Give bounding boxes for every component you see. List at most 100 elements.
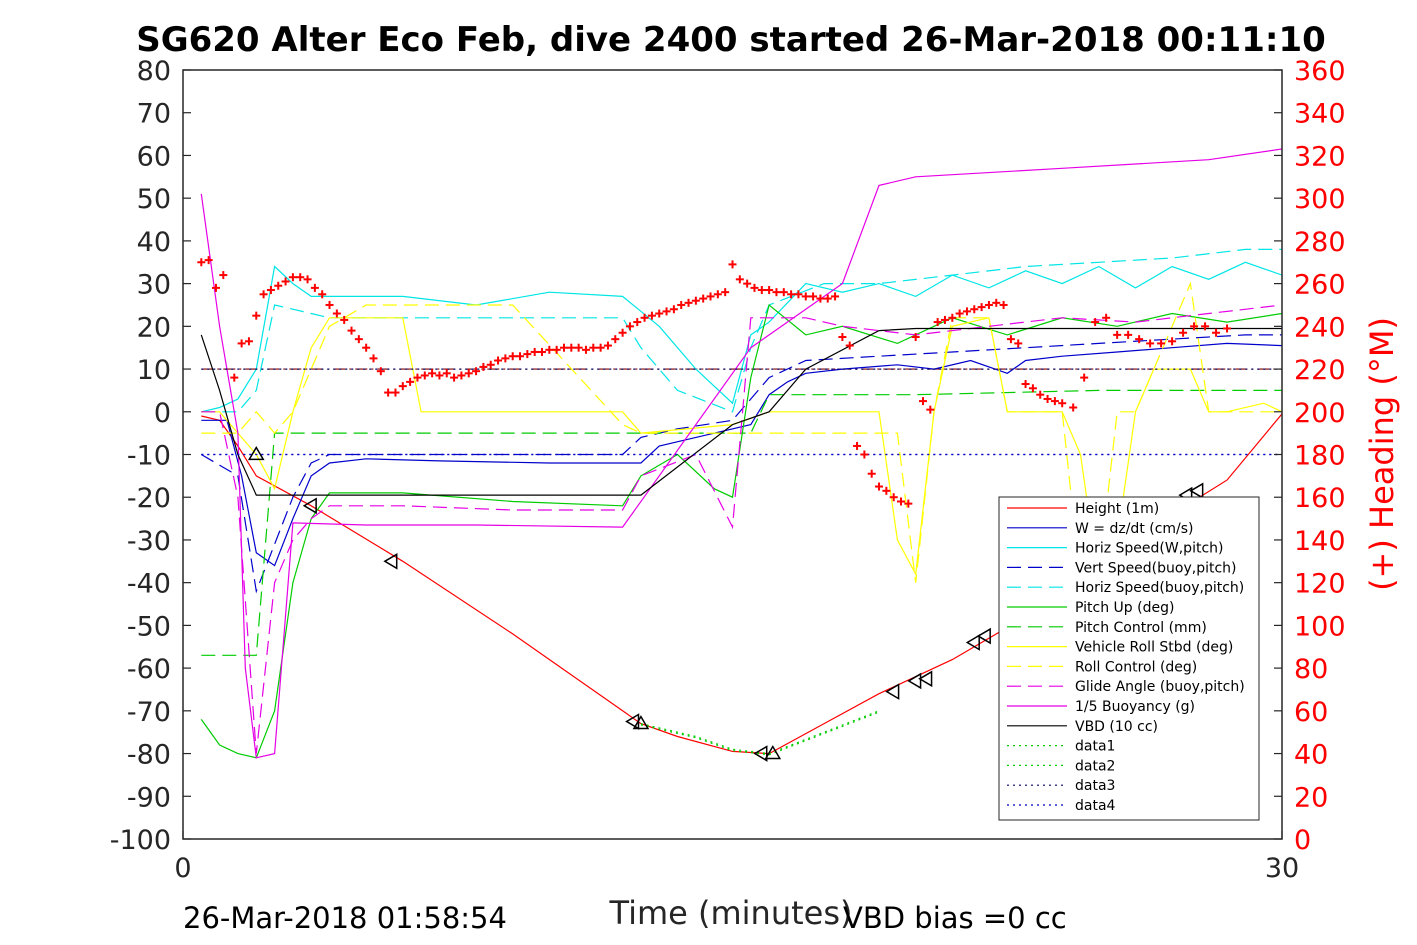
legend-entry: W = dz/dt (cm/s) — [1007, 521, 1194, 537]
heading-point — [970, 305, 979, 314]
heading-point — [962, 307, 971, 316]
heading-point — [926, 405, 935, 414]
y2-tick-label: 320 — [1294, 141, 1346, 172]
heading-point — [860, 450, 869, 459]
heading-point — [347, 326, 356, 335]
y-tick-label: 10 — [137, 355, 171, 386]
heading-point — [677, 300, 686, 309]
series-line-4 — [201, 248, 1282, 413]
heading-point — [479, 362, 488, 371]
y-tick-label: -70 — [127, 697, 171, 728]
heading-point — [508, 352, 517, 361]
legend-label: data3 — [1075, 778, 1115, 794]
y-tick-label: 20 — [137, 312, 171, 343]
heading-point — [523, 350, 532, 359]
heading-point — [472, 367, 481, 376]
heading-point — [706, 292, 715, 301]
heading-point — [875, 482, 884, 491]
legend-entry: Glide Angle (buoy,pitch) — [1007, 679, 1245, 695]
legend-entry: 1/5 Buoyancy (g) — [1007, 699, 1195, 715]
series-line-11 — [200, 327, 1282, 496]
heading-point — [977, 303, 986, 312]
y-tick-label: -50 — [127, 611, 171, 642]
y2-tick-label: 60 — [1294, 697, 1328, 728]
series-line-1 — [201, 342, 1282, 567]
heading-point — [787, 290, 796, 299]
legend-entry: Pitch Up (deg) — [1007, 600, 1174, 616]
legend-label: VBD (10 cc) — [1075, 719, 1158, 735]
heading-point — [596, 343, 605, 352]
heading-point — [1102, 313, 1111, 322]
triangle-left-marker — [907, 672, 922, 690]
series-line-9 — [201, 304, 1282, 754]
heading-point — [1212, 328, 1221, 337]
y2-axis-label: (+) Heading (°M) — [1363, 317, 1401, 591]
heading-point — [721, 288, 730, 297]
triangle-left-marker — [965, 634, 980, 651]
heading-point — [772, 288, 781, 297]
heading-point — [897, 497, 906, 506]
heading-point — [1201, 322, 1210, 331]
y-tick-label: 30 — [137, 270, 171, 301]
legend-label: data1 — [1075, 739, 1115, 755]
y2-tick-label: 200 — [1294, 398, 1346, 429]
heading-point — [406, 377, 415, 386]
heading-point — [204, 256, 213, 265]
triangle-left-marker — [976, 627, 991, 645]
y-tick-label: -10 — [127, 441, 171, 472]
heading-point — [757, 286, 766, 295]
heading-point — [486, 360, 495, 369]
heading-point — [494, 356, 503, 365]
heading-point — [728, 260, 737, 269]
legend: Height (1m) W = dz/dt (cm/s) Horiz Speed(W… — [998, 496, 1260, 821]
y-tick-label: -20 — [127, 483, 171, 514]
triangle-up-marker — [764, 745, 782, 760]
heading-point — [376, 367, 385, 376]
chart-title: SG620 Alter Eco Feb, dive 2400 started 2… — [136, 20, 1326, 60]
legend-label: Horiz Speed(buoy,pitch) — [1075, 580, 1244, 596]
heading-point — [559, 343, 568, 352]
legend-entry: data2 — [1007, 758, 1115, 774]
heading-point — [735, 275, 744, 284]
triangle-up-marker — [632, 715, 650, 730]
legend-entry: VBD (10 cc) — [1007, 719, 1158, 735]
heading-point — [838, 333, 847, 342]
legend-entry: Vert Speed(buoy,pitch) — [1007, 560, 1237, 576]
heading-point — [765, 286, 774, 295]
heading-point — [259, 290, 268, 299]
legend-label: data2 — [1075, 758, 1115, 774]
y-axis-right: 3603403203002802602402202001801601401201… — [1294, 56, 1346, 856]
heading-point — [450, 373, 459, 382]
heading-point — [413, 373, 422, 382]
heading-point — [435, 371, 444, 380]
heading-point — [581, 345, 590, 354]
y-tick-label: -80 — [127, 740, 171, 771]
legend-entry: data3 — [1007, 778, 1115, 794]
y2-tick-label: 300 — [1294, 184, 1346, 215]
heading-point — [567, 343, 576, 352]
series-line-7 — [201, 317, 1282, 585]
legend-label: Roll Control (deg) — [1075, 659, 1197, 675]
x-axis-label: Time (minutes) — [609, 894, 853, 932]
y2-tick-label: 100 — [1294, 611, 1346, 642]
legend-entry: data4 — [1007, 798, 1116, 814]
triangle-left-marker — [885, 683, 900, 700]
legend-label: 1/5 Buoyancy (g) — [1075, 699, 1195, 715]
heading-point — [867, 469, 876, 478]
heading-point — [918, 397, 927, 406]
heading-point — [538, 347, 547, 356]
heading-point — [984, 300, 993, 309]
legend-label: Height (1m) — [1075, 501, 1159, 517]
series-line-8 — [201, 281, 1282, 584]
heading-point — [391, 388, 400, 397]
heading-point — [428, 369, 437, 378]
heading-point — [1135, 335, 1144, 344]
heading-layer — [197, 256, 1232, 508]
heading-point — [699, 294, 708, 303]
triangle-left-marker — [1189, 482, 1204, 500]
heading-point — [1021, 380, 1030, 389]
heading-point — [369, 354, 378, 363]
y-tick-label: -60 — [127, 654, 171, 685]
y2-tick-label: 80 — [1294, 654, 1328, 685]
